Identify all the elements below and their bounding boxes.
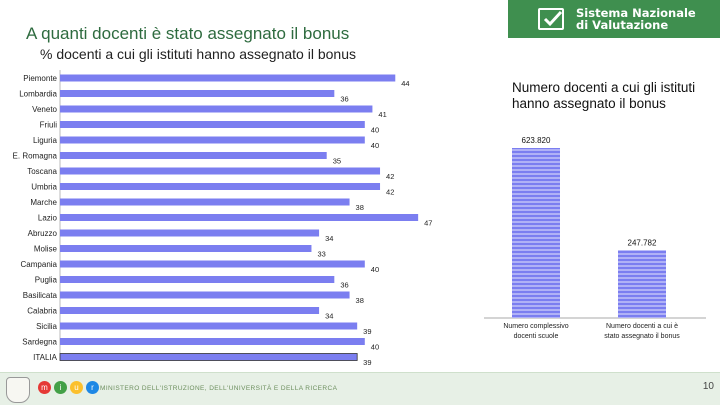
category-label-9: Lazio — [38, 214, 58, 223]
category-label-16: Sicilia — [36, 322, 57, 331]
value-label-2: 41 — [378, 110, 386, 119]
total-category-label-1-1: stato assegnato il bonus — [604, 333, 680, 340]
category-label-12: Campania — [21, 260, 58, 269]
value-label-5: 35 — [333, 157, 341, 166]
bar-2 — [60, 105, 373, 113]
total-value-label-1: 247.782 — [628, 238, 657, 247]
bar-9 — [60, 214, 419, 221]
category-label-17: Sardegna — [22, 338, 57, 347]
category-label-4: Liguria — [33, 136, 58, 145]
bar-8 — [60, 198, 350, 206]
value-label-6: 42 — [386, 172, 394, 181]
category-label-7: Umbria — [31, 183, 57, 192]
checkbox-logo-icon — [538, 8, 564, 30]
category-label-6: Toscana — [27, 167, 57, 176]
bar-18 — [59, 353, 358, 361]
logo-dot-r: r — [86, 381, 99, 394]
value-label-4: 40 — [371, 141, 379, 150]
bar-17 — [60, 338, 365, 345]
bar-16 — [60, 322, 358, 330]
value-label-13: 36 — [340, 281, 348, 290]
bar-7 — [60, 183, 381, 190]
bar-6 — [60, 167, 381, 175]
total-bar-1 — [618, 250, 666, 318]
brand-line2: di Valutazione — [576, 18, 669, 32]
category-label-14: Basilicata — [23, 291, 58, 300]
category-label-18: ITALIA — [33, 353, 58, 362]
brand-line1: Sistema Nazionale — [576, 6, 696, 20]
value-label-15: 34 — [325, 312, 333, 321]
category-label-0: Piemonte — [23, 74, 57, 83]
value-label-8: 38 — [356, 203, 364, 212]
bar-11 — [60, 245, 312, 252]
totals-bar-chart: 623.820 Numero complessivo docenti scuole 2… — [484, 136, 706, 340]
total-category-label-0-1: docenti scuole — [514, 333, 559, 340]
value-label-16: 39 — [363, 327, 371, 336]
brand-name: Sistema Nazionale di Valutazione — [576, 7, 696, 31]
category-label-10: Abruzzo — [28, 229, 58, 238]
ministry-name: MINISTERO DELL'ISTRUZIONE, DELL'UNIVERSI… — [100, 385, 338, 392]
bar-0 — [60, 74, 396, 82]
value-label-14: 38 — [356, 296, 364, 305]
value-label-17: 40 — [371, 343, 379, 352]
bar-3 — [60, 121, 365, 128]
value-label-18: 39 — [363, 358, 371, 367]
bar-4 — [60, 136, 365, 144]
value-label-12: 40 — [371, 265, 379, 274]
logo-dot-i: i — [54, 381, 67, 394]
category-label-11: Molise — [34, 245, 58, 254]
brand-banner: Sistema Nazionale di Valutazione — [508, 0, 720, 38]
value-label-0: 44 — [401, 79, 409, 88]
category-label-1: Lombardia — [19, 90, 57, 99]
bar-14 — [60, 291, 350, 299]
category-label-15: Calabria — [27, 307, 57, 316]
value-label-7: 42 — [386, 188, 394, 197]
value-label-3: 40 — [371, 126, 379, 135]
category-label-3: Friuli — [40, 121, 58, 130]
regional-bar-chart: Piemonte 44 Lombardia 36 Veneto 41 Friuli 40 Lig… — [13, 70, 432, 367]
total-bar-0 — [512, 148, 560, 318]
value-label-11: 33 — [317, 250, 325, 259]
bar-13 — [60, 276, 335, 283]
logo-dot-u: u — [70, 381, 83, 394]
page-number: 10 — [702, 381, 714, 392]
value-label-1: 36 — [340, 95, 348, 104]
bar-1 — [60, 90, 335, 97]
logo-dot-m: m — [38, 381, 51, 394]
category-label-5: E. Romagna — [13, 152, 58, 161]
category-label-2: Veneto — [32, 105, 57, 114]
value-label-10: 34 — [325, 234, 333, 243]
side-chart-title: Numero docenti a cui gli istituti hanno … — [512, 80, 696, 111]
category-label-8: Marche — [30, 198, 57, 207]
bar-12 — [60, 260, 365, 268]
bar-15 — [60, 307, 320, 314]
republic-emblem-icon — [6, 377, 30, 403]
category-label-13: Puglia — [35, 276, 58, 285]
slide-title: A quanti docenti è stato assegnato il bo… — [26, 24, 350, 43]
bar-5 — [60, 152, 327, 159]
total-category-label-0-0: Numero complessivo — [503, 323, 568, 330]
total-value-label-0: 623.820 — [522, 136, 551, 145]
chart-subtitle: % docenti a cui gli istituti hanno asseg… — [40, 46, 356, 62]
total-category-label-1-0: Numero docenti a cui è — [606, 323, 678, 330]
value-label-9: 47 — [424, 219, 432, 228]
bar-10 — [60, 229, 320, 237]
